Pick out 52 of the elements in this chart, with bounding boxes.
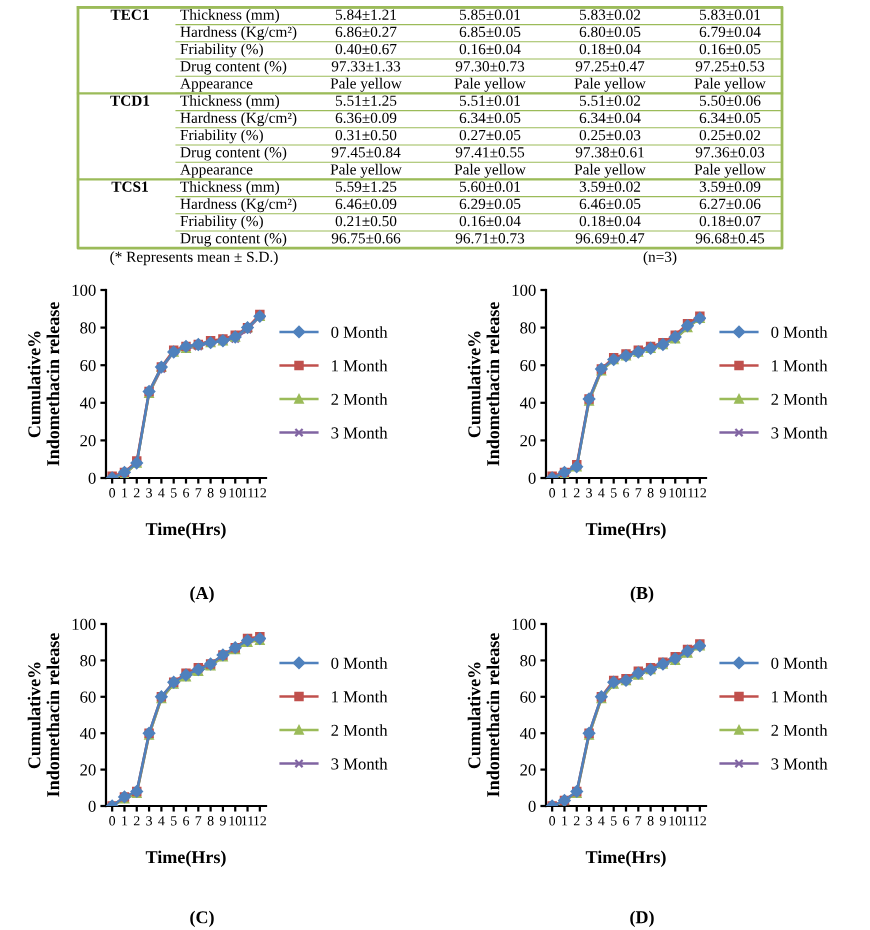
y-tick-label: 0 — [528, 472, 536, 484]
legend-label: 2 Month — [771, 393, 828, 405]
y-tick-label: 100 — [512, 284, 536, 296]
text: (B) — [630, 586, 654, 603]
y-tick-label: 80 — [80, 322, 96, 334]
legend-label: 2 Month — [771, 724, 828, 736]
y-axis-title: Cumulative% Indomethacin release — [27, 633, 60, 797]
legend-label: 1 Month — [772, 359, 828, 372]
legend-label: 0 Month — [331, 657, 388, 669]
y-tick-label: 0 — [88, 800, 96, 812]
y-tick-label: 60 — [80, 691, 96, 703]
legend-label: 2 Month — [331, 724, 388, 736]
y-tick-label: 100 — [512, 618, 536, 630]
legend-label: 0 Month — [771, 326, 828, 338]
legend-label: 3 Month — [331, 757, 388, 770]
text: (C) — [190, 910, 214, 928]
y-axis-title: Cumulative% Indomethacin release — [467, 302, 500, 466]
y-tick-label: 20 — [520, 764, 536, 776]
y-tick-label: 40 — [79, 727, 96, 740]
y-tick-label: 60 — [520, 691, 536, 703]
y-tick-label: 40 — [79, 397, 96, 409]
y-tick-label: 100 — [72, 284, 96, 296]
text: (D) — [630, 910, 654, 928]
legend-label: 3 Month — [771, 426, 828, 439]
y-tick-label: 60 — [80, 359, 96, 372]
legend-label: 2 Month — [331, 393, 388, 405]
y-tick-label: 80 — [80, 655, 96, 667]
x-axis-title: Time(Hrs) — [145, 850, 226, 867]
y-tick-label: 20 — [520, 435, 536, 447]
legend-label: 1 Month — [332, 690, 388, 703]
legend-label: 1 Month — [772, 690, 828, 703]
y-tick-label: 40 — [519, 397, 536, 409]
x-axis-title: Time(Hrs) — [145, 522, 226, 539]
y-axis-title: Cumulative% Indomethacin release — [27, 302, 60, 466]
legend-label: 1 Month — [332, 359, 388, 372]
legend-label: 3 Month — [771, 757, 828, 770]
y-tick-label: 60 — [520, 359, 536, 372]
x-axis-title: Time(Hrs) — [585, 522, 666, 539]
legend-label: 3 Month — [331, 426, 388, 439]
y-tick-label: 20 — [80, 764, 96, 776]
x-axis-title: Time(Hrs) — [585, 850, 666, 867]
y-tick-label: 20 — [80, 435, 96, 447]
legend-label: 0 Month — [771, 657, 828, 669]
y-tick-label: 80 — [520, 322, 536, 334]
y-tick-label: 0 — [88, 472, 96, 484]
y-tick-label: 100 — [72, 618, 96, 630]
y-axis-title: Cumulative% Indomethacin release — [467, 633, 500, 797]
y-tick-label: 0 — [528, 800, 536, 812]
text: (A) — [190, 586, 214, 603]
y-tick-label: 80 — [520, 655, 536, 667]
y-tick-label: 40 — [519, 727, 536, 740]
legend-label: 0 Month — [331, 326, 388, 338]
